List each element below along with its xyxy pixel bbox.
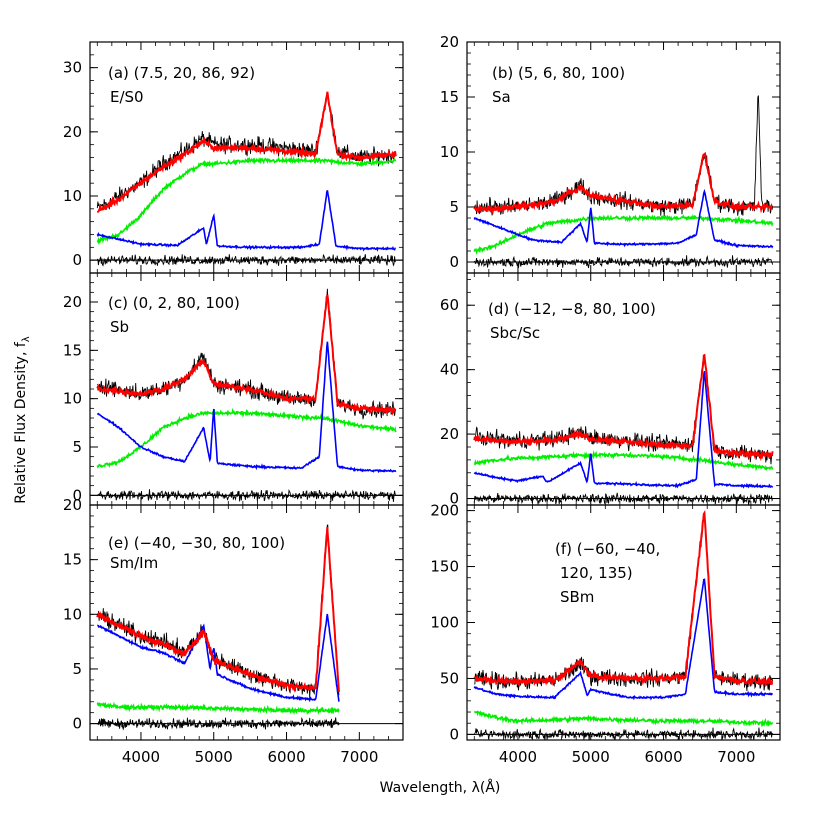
panel-f-ytick-label: 0 [449, 725, 459, 743]
panel-e-ytick-label: 0 [72, 715, 82, 733]
panel-e-host-spectrum [96, 701, 340, 716]
panel-d-fit-spectrum [473, 353, 774, 462]
panel-d-ytick-label: 40 [440, 361, 459, 379]
panel-d-observed-spectrum [474, 354, 774, 465]
panel-e-xtick-label: 7000 [340, 748, 378, 766]
panel-e-frame [89, 504, 404, 741]
panel-e-xtick-label: 6000 [267, 748, 305, 766]
panel-a-fit-spectrum [96, 91, 397, 214]
x-axis-title: Wavelength, λ(Å) [380, 779, 501, 796]
panel-c-class: Sb [110, 318, 129, 336]
panel-b-residual-spectrum [473, 254, 774, 268]
panel-e-ytick-label: 10 [63, 605, 82, 623]
panel-a-host-spectrum [96, 155, 397, 246]
panel-c-ytick-label: 20 [63, 293, 82, 311]
panel-d-ytick-label: 0 [449, 490, 459, 508]
panel-a-ytick-label: 20 [63, 123, 82, 141]
panel-c-ytick-label: 10 [63, 390, 82, 408]
panel-f-label-line1: (f) (−60, −40, [555, 540, 660, 558]
panel-e-label: (e) (−40, −30, 80, 100) [108, 534, 285, 552]
panel-a-agn-spectrum [96, 190, 396, 252]
panel-b-observed-spectrum [473, 95, 774, 216]
panel-b-ytick-label: 20 [440, 33, 459, 51]
panel-f-ytick-label: 50 [440, 669, 459, 687]
y-axis-title-subscript: λ [21, 336, 32, 342]
panel-f-residual-spectrum [474, 727, 774, 740]
panel-f-ytick-label: 150 [430, 558, 459, 576]
panel-f-label-line2: 120, 135) [560, 564, 633, 582]
panel-c-agn-spectrum [96, 341, 397, 474]
panel-c-ytick-label: 0 [72, 486, 82, 504]
panel-e-ytick-label: 20 [63, 496, 82, 514]
panel-f-class: SBm [560, 588, 594, 606]
panel-d-ytick-label: 60 [440, 296, 459, 314]
panel-b-label: (b) (5, 6, 80, 100) [492, 64, 625, 82]
panel-b-ytick-label: 10 [440, 143, 459, 161]
svg-text:Relative Flux Density, fλ: Relative Flux Density, fλ [13, 336, 32, 504]
panel-c-label: (c) (0, 2, 80, 100) [108, 294, 240, 312]
panel-f: 0 50 100 150 200 4000 5000 6000 7000 [430, 502, 781, 766]
panel-d-plot-area [467, 353, 780, 505]
panel-e-fit-spectrum [96, 527, 340, 693]
panel-c-ytick-label: 15 [63, 341, 82, 359]
y-axis-title: Relative Flux Density, fλ [13, 336, 32, 504]
panel-b-plot-area [467, 95, 780, 268]
panel-b-fit-spectrum [473, 151, 774, 215]
panel-c-fit-spectrum [96, 294, 397, 416]
panel-f-ytick-label: 200 [430, 502, 459, 520]
panel-a-ytick-label: 10 [63, 187, 82, 205]
panel-b-ytick-label: 0 [449, 253, 459, 271]
panel-e-agn-spectrum [97, 613, 340, 703]
panel-c-ytick-label: 5 [72, 438, 82, 456]
panel-a-ytick-label: 0 [72, 251, 82, 269]
panel-f-agn-spectrum [473, 578, 773, 701]
y-axis-title-main: Relative Flux Density, f [13, 341, 29, 504]
panel-e-residual-spectrum [96, 717, 340, 731]
panel-f-xtick-label: 7000 [717, 748, 755, 766]
panel-f-xtick-label: 4000 [499, 748, 537, 766]
panel-f-fit-spectrum [473, 509, 774, 689]
panel-b-agn-spectrum [473, 188, 774, 249]
panel-d-ytick-label: 20 [440, 425, 459, 443]
panel-e-ytick-label: 15 [63, 551, 82, 569]
panel-e-plot-area [90, 524, 403, 731]
panel-b-host-spectrum [473, 213, 774, 256]
panel-a-residual-spectrum [96, 253, 396, 267]
panel-c-plot-area [90, 288, 403, 502]
panel-b: 0 5 10 15 20 [440, 33, 781, 274]
panel-e-class: Sm/Im [110, 554, 158, 572]
panel-a-label: (a) (7.5, 20, 86, 92) [108, 64, 255, 82]
panel-d-class: Sbc/Sc [490, 324, 540, 342]
panel-d-residual-spectrum [473, 492, 774, 505]
panel-f-xtick-label: 6000 [644, 748, 682, 766]
panel-c-host-spectrum [96, 407, 397, 469]
panel-d-host-spectrum [473, 450, 774, 472]
panel-a-class: E/S0 [110, 88, 144, 106]
panel-e-xtick-label: 4000 [122, 748, 160, 766]
panels-layer: 0102030051015200510152002040600510152040… [63, 33, 781, 766]
panel-f-ytick-label: 100 [430, 614, 459, 632]
panel-b-ytick-label: 5 [449, 198, 459, 216]
panel-b-ytick-label: 15 [440, 88, 459, 106]
panel-e-xtick-label: 5000 [195, 748, 233, 766]
panel-f-host-spectrum [473, 710, 774, 728]
panel-d-agn-spectrum [473, 370, 774, 489]
panel-b-class: Sa [492, 88, 511, 106]
panel-e-ytick-label: 5 [72, 660, 82, 678]
panel-c-residual-spectrum [96, 489, 397, 502]
panel-a: 0 10 20 30 [63, 41, 404, 274]
panel-a-ytick-label: 30 [63, 59, 82, 77]
panel-e: 0 5 10 15 20 4000 5000 6000 7000 [63, 496, 404, 766]
panel-a-plot-area [90, 91, 403, 267]
panel-f-xtick-label: 5000 [572, 748, 610, 766]
panel-d-label: (d) (−12, −8, 80, 100) [488, 300, 656, 318]
panel-f-plot-area [467, 509, 780, 740]
